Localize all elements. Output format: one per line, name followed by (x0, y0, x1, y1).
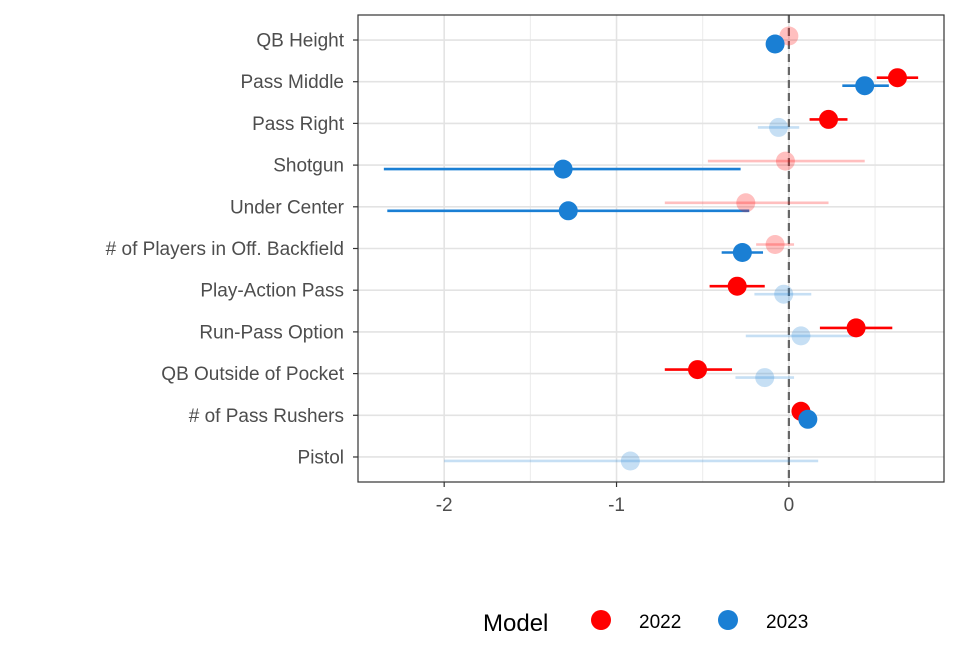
point-estimate (774, 284, 794, 304)
y-tick-label: Pass Middle (241, 72, 345, 93)
point-estimate (553, 159, 573, 179)
point-estimate (775, 151, 795, 171)
point-estimate (765, 235, 785, 254)
point-estimate (620, 451, 640, 471)
y-axis: QB Height Pass Middle Pass Right Shotgun Und… (106, 31, 358, 468)
legend-key (718, 610, 738, 630)
point-estimate (819, 109, 839, 129)
point-estimate (755, 368, 775, 388)
x-tick-label: 0 (784, 495, 795, 516)
point-estimate (558, 201, 578, 221)
y-tick-label: # of Players in Off. Backfield (106, 239, 344, 260)
x-axis: -2 -1 0 (436, 482, 794, 516)
point-estimate (769, 117, 789, 137)
point-estimate (727, 276, 747, 296)
y-tick-label: Pass Right (252, 114, 345, 135)
point-estimate (887, 68, 907, 88)
y-tick-label: # of Pass Rushers (189, 406, 344, 427)
point-estimate (736, 193, 756, 213)
point-estimate (855, 76, 875, 96)
y-tick-label: Under Center (230, 197, 345, 218)
point-estimates (553, 26, 907, 471)
point-estimate (791, 326, 811, 346)
x-tick-label: -1 (608, 495, 625, 516)
confidence-intervals (383, 76, 919, 463)
legend: Model 2022 2023 (483, 610, 808, 637)
point-estimate (765, 34, 785, 54)
y-tick-label: Play-Action Pass (200, 281, 344, 302)
y-tick-label: QB Height (256, 31, 344, 52)
grid-lines (358, 15, 944, 482)
legend-items: 2022 2023 (591, 610, 808, 633)
legend-label: 2023 (766, 612, 808, 633)
point-estimate (798, 409, 818, 429)
y-tick-label: Pistol (298, 447, 344, 468)
y-tick-label: QB Outside of Pocket (161, 364, 344, 385)
point-estimate (732, 243, 752, 262)
point-estimate (779, 26, 799, 46)
x-tick-label: -2 (436, 495, 453, 516)
point-estimate (688, 360, 708, 380)
y-tick-label: Run-Pass Option (199, 322, 344, 343)
y-tick-label: Shotgun (273, 156, 344, 177)
legend-title: Model (483, 610, 548, 637)
point-estimate (846, 318, 866, 338)
legend-label: 2022 (639, 612, 681, 633)
legend-key (591, 610, 611, 630)
